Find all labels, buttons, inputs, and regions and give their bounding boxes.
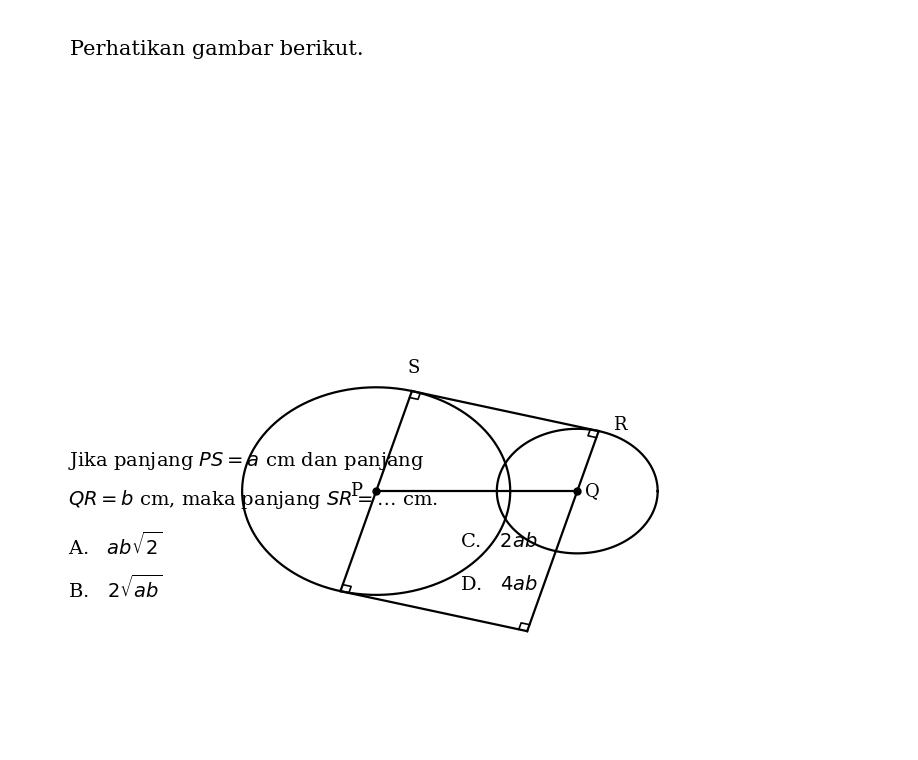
Text: D.   $4ab$: D. $4ab$ [460, 575, 538, 594]
Text: S: S [408, 359, 420, 377]
Text: Jika panjang $PS = a$ cm dan panjang: Jika panjang $PS = a$ cm dan panjang [68, 450, 424, 472]
Text: P: P [350, 482, 363, 500]
Text: Q: Q [586, 482, 600, 500]
Text: $QR = b$ cm, maka panjang $SR = \ldots$ cm.: $QR = b$ cm, maka panjang $SR = \ldots$ … [68, 488, 438, 511]
Text: A.   $ab\sqrt{2}$: A. $ab\sqrt{2}$ [68, 532, 162, 559]
Text: R: R [612, 416, 626, 434]
Text: B.   $2\sqrt{ab}$: B. $2\sqrt{ab}$ [68, 575, 162, 602]
Text: C.   $2ab$: C. $2ab$ [460, 532, 538, 551]
Text: Perhatikan gambar berikut.: Perhatikan gambar berikut. [70, 40, 364, 59]
